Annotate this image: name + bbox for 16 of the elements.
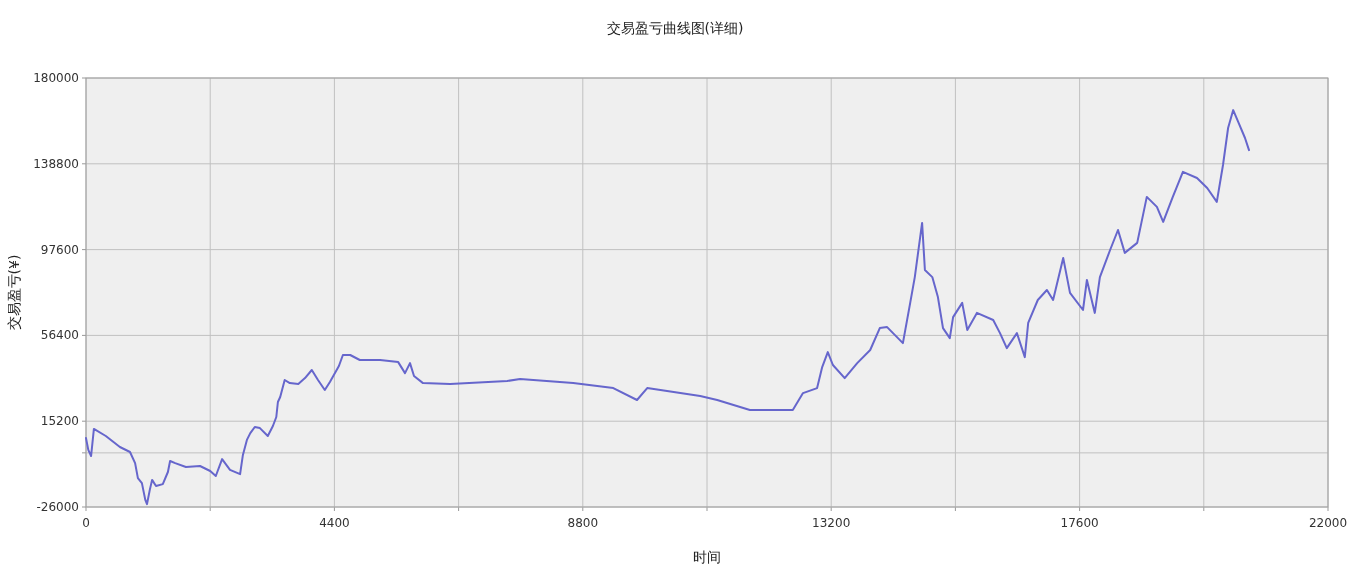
line-series [85, 109, 1250, 506]
x-tick-label: 0 [82, 516, 90, 530]
chart-title: 交易盈亏曲线图(详细) [606, 20, 744, 36]
y-tick-label: 138800 [33, 156, 79, 171]
x-tick-label: 22000 [1308, 516, 1348, 530]
y-tick-label: 15200 [40, 414, 79, 429]
x-tick-label: 4400 [319, 516, 350, 530]
x-tick-label: 13200 [812, 516, 851, 530]
x-tick-label: 17600 [1060, 516, 1099, 530]
x-tick-label: 8800 [567, 516, 599, 530]
y-tick-label: 180000 [33, 71, 79, 85]
y-tick-label: 97600 [40, 242, 79, 257]
y-tick-label: 56400 [40, 328, 79, 343]
y-tick-label: -26000 [36, 500, 79, 514]
y-axis-title: 交易盈亏(¥) [6, 254, 22, 331]
x-axis-title: 时间 [693, 549, 721, 565]
